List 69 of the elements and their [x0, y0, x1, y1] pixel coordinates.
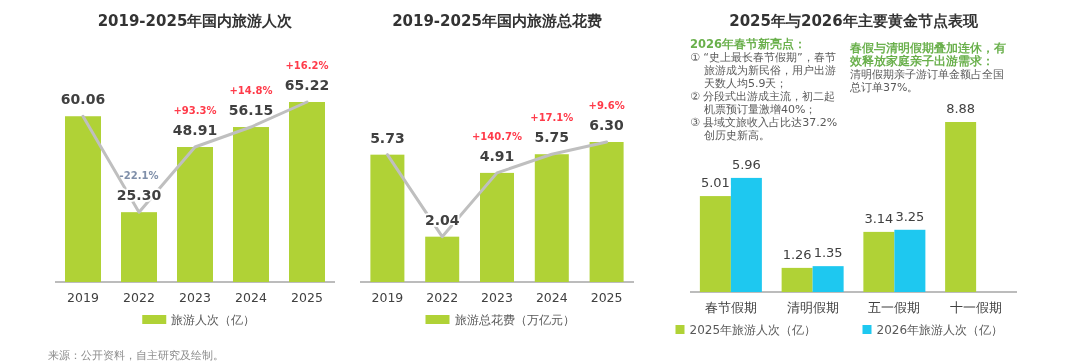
bar [121, 212, 157, 282]
text: +140.7% [471, 130, 523, 142]
data-label: 5.73 [370, 129, 405, 146]
x-tick-label: 2024 [535, 290, 568, 305]
data-label: 56.15 [228, 102, 274, 119]
data-label: 5.96 [731, 156, 761, 172]
data-label: 5.01 [700, 175, 730, 191]
x-tick-label: 2022 [426, 290, 459, 305]
bar [233, 127, 269, 282]
annotation: +93.3% [173, 105, 217, 117]
bar [699, 196, 731, 292]
bar [894, 229, 926, 292]
x-tick-label: 2025 [590, 290, 623, 305]
text: ① “史上最长春节假期”，春节旅游成为新民俗，用户出游天数人均5.9天； [690, 51, 837, 90]
data-label: 4.91 [479, 147, 515, 164]
chart-title: 2019-2025年国内旅游人次 [97, 12, 294, 30]
bar [177, 147, 213, 282]
bar [65, 116, 101, 282]
text: 春假与清明假期叠加连休，有效释放家庭亲子出游需求： [850, 41, 1007, 68]
text: +14.8% [229, 85, 273, 97]
data-label: 48.91 [172, 122, 218, 139]
data-label: 1.35 [813, 245, 843, 261]
x-tick-label: 2024 [235, 290, 267, 305]
data-label: 3.25 [895, 208, 925, 224]
x-tick-label: 清明假期 [786, 300, 839, 315]
bar [589, 142, 624, 282]
bar [730, 177, 762, 292]
x-tick-label: 春节假期 [704, 300, 757, 315]
annotation: ③ 县域文旅收入占比达37.2%创历史新高。 [690, 116, 838, 142]
bar [289, 102, 325, 282]
annotation: -22.1% [119, 170, 159, 182]
bar [863, 231, 895, 292]
data-label: 3.14 [864, 210, 894, 226]
text: +9.6% [588, 100, 625, 111]
x-tick-label: 五一假期 [868, 300, 921, 315]
data-label: 6.30 [589, 117, 625, 133]
text: +16.2% [285, 60, 329, 71]
text: 清明假期亲子游订单金额占全国总订单37%。 [850, 68, 1005, 94]
x-tick-label: 2019 [371, 290, 404, 305]
legend-label: 旅游人次（亿） [171, 313, 256, 327]
chart-title: 2025年与2026年主要黄金节点表现 [729, 12, 979, 30]
data-label: 5.75 [534, 129, 570, 146]
bar [812, 266, 844, 292]
legend-label: 旅游总花费（万亿元） [454, 313, 575, 327]
x-tick-label: 2019 [67, 290, 99, 305]
data-label: 1.26 [782, 246, 812, 262]
x-tick-label: 2023 [179, 290, 211, 305]
bar [425, 236, 460, 282]
data-label: 65.22 [284, 77, 330, 93]
bar [370, 154, 405, 282]
x-tick-label: 2022 [123, 290, 155, 305]
source-note: 来源：公开资料，自主研究及绘制。 [48, 349, 224, 361]
text: ② 分段式出游成主流，初二起机票预订量激增40%； [690, 90, 837, 116]
bar [534, 154, 569, 282]
bar [781, 267, 813, 292]
data-label: 8.88 [946, 101, 976, 116]
data-label: 60.06 [60, 91, 106, 108]
text: 2026年春节新亮点： [690, 37, 807, 51]
bar [480, 172, 514, 282]
data-label: 2.04 [424, 211, 460, 228]
data-label: 25.30 [116, 187, 162, 204]
text: +17.1% [530, 112, 574, 124]
x-tick-label: 2025 [291, 290, 323, 305]
legend-label: 2025年旅游人次（亿） [689, 323, 817, 337]
legend-label: 2026年旅游人次（亿） [876, 323, 1004, 337]
x-tick-label: 十一假期 [950, 300, 1003, 315]
chart-title: 2019-2025年国内旅游总花费 [392, 12, 602, 30]
x-tick-label: 2023 [481, 290, 513, 305]
bar [945, 122, 977, 292]
